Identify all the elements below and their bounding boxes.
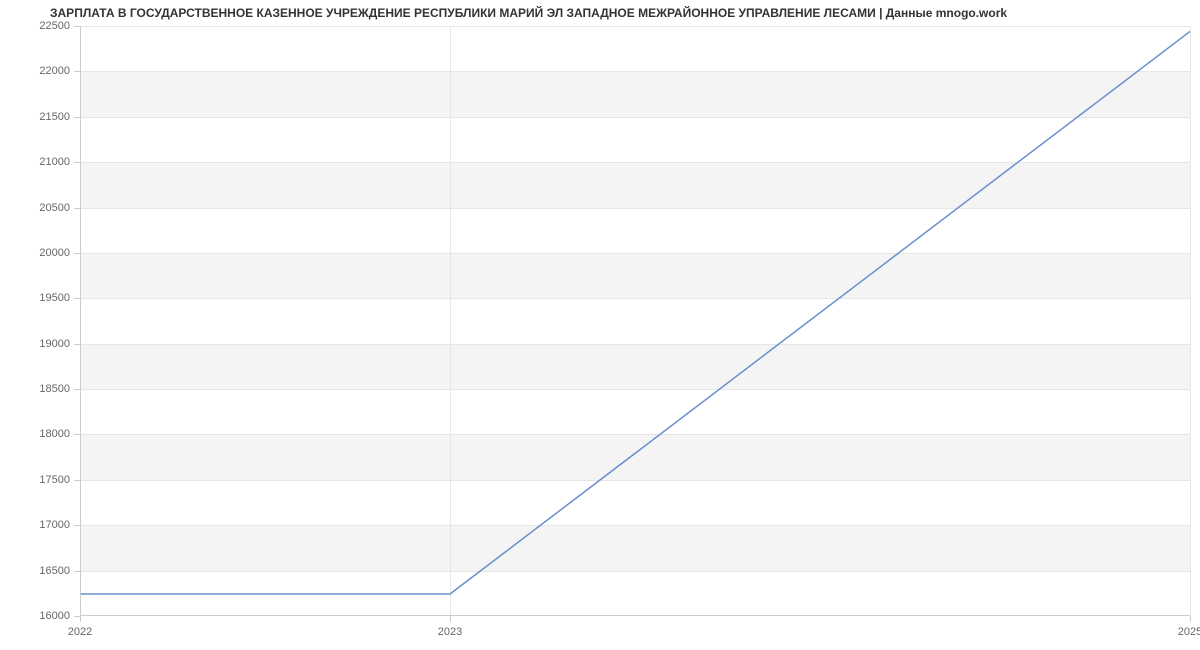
series-line: [80, 31, 1190, 594]
y-axis-tick-label: 17000: [0, 519, 70, 531]
y-axis-tick-label: 20000: [0, 247, 70, 259]
line-series: [80, 26, 1190, 616]
x-axis-tick-label: 2025: [1178, 626, 1200, 638]
x-tick: [80, 616, 81, 622]
y-axis-tick-label: 22000: [0, 65, 70, 77]
y-axis-tick-label: 20500: [0, 202, 70, 214]
x-tick: [1190, 616, 1191, 622]
y-axis-tick-label: 21500: [0, 111, 70, 123]
x-tick: [450, 616, 451, 622]
salary-line-chart: ЗАРПЛАТА В ГОСУДАРСТВЕННОЕ КАЗЕННОЕ УЧРЕ…: [0, 0, 1200, 650]
y-axis-tick-label: 16000: [0, 610, 70, 622]
x-axis-tick-label: 2023: [438, 626, 462, 638]
x-axis-tick-label: 2022: [68, 626, 92, 638]
plot-area: [80, 26, 1190, 616]
y-axis-tick-label: 19000: [0, 338, 70, 350]
y-axis-tick-label: 19500: [0, 292, 70, 304]
y-axis-tick-label: 21000: [0, 156, 70, 168]
y-axis-tick-label: 18000: [0, 428, 70, 440]
y-axis-tick-label: 16500: [0, 565, 70, 577]
y-axis-tick-label: 18500: [0, 383, 70, 395]
chart-title: ЗАРПЛАТА В ГОСУДАРСТВЕННОЕ КАЗЕННОЕ УЧРЕ…: [50, 6, 1007, 20]
y-axis-tick-label: 22500: [0, 20, 70, 32]
v-gridline: [1190, 26, 1191, 616]
y-axis-tick-label: 17500: [0, 474, 70, 486]
